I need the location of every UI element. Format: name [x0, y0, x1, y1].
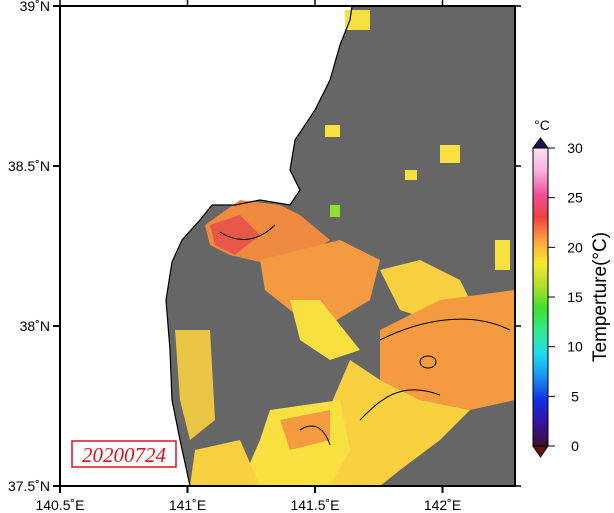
colorbar-tick-label: 5 [571, 388, 579, 404]
lat-tick-label: 38.5˚N [8, 158, 50, 174]
colorbar-tick-label: 30 [567, 140, 583, 156]
map-frame [59, 5, 516, 487]
colorbar-min-arrow [532, 445, 549, 458]
colorbar: 0 5 10 15 20 25 30 °C Temperture(°C) [532, 117, 611, 458]
colorbar-tick-label: 10 [567, 339, 583, 355]
lat-tick-label: 37.5˚N [8, 478, 50, 494]
lat-tick-label: 38˚N [20, 318, 50, 334]
colorbar-max-arrow [532, 137, 549, 149]
colorbar-tick-label: 15 [567, 289, 583, 305]
date-stamp: 20200724 [71, 440, 177, 468]
lon-tick-label: 141˚E [169, 497, 206, 513]
lat-axis: 39˚N 38.5˚N 38˚N 37.5˚N [8, 0, 521, 494]
lat-tick-label: 39˚N [20, 0, 50, 14]
date-label: 20200724 [82, 443, 167, 467]
colorbar-unit: °C [534, 117, 550, 133]
sst-patches [175, 10, 515, 486]
coastline [165, 5, 353, 487]
colorbar-tick-label: 25 [567, 190, 583, 206]
lon-tick-label: 141.5˚E [290, 497, 339, 513]
colorbar-tick-label: 20 [567, 239, 583, 255]
colorbar-tick-label: 0 [571, 438, 579, 454]
contours [219, 224, 511, 446]
lon-axis: 140.5˚E 141˚E 141.5˚E 142˚E [35, 0, 461, 513]
colorbar-label: Temperture(°C) [590, 232, 611, 362]
lon-tick-label: 140.5˚E [35, 497, 84, 513]
colorbar-scale [532, 147, 549, 447]
lon-tick-label: 142˚E [424, 497, 461, 513]
map-area [59, 5, 516, 487]
